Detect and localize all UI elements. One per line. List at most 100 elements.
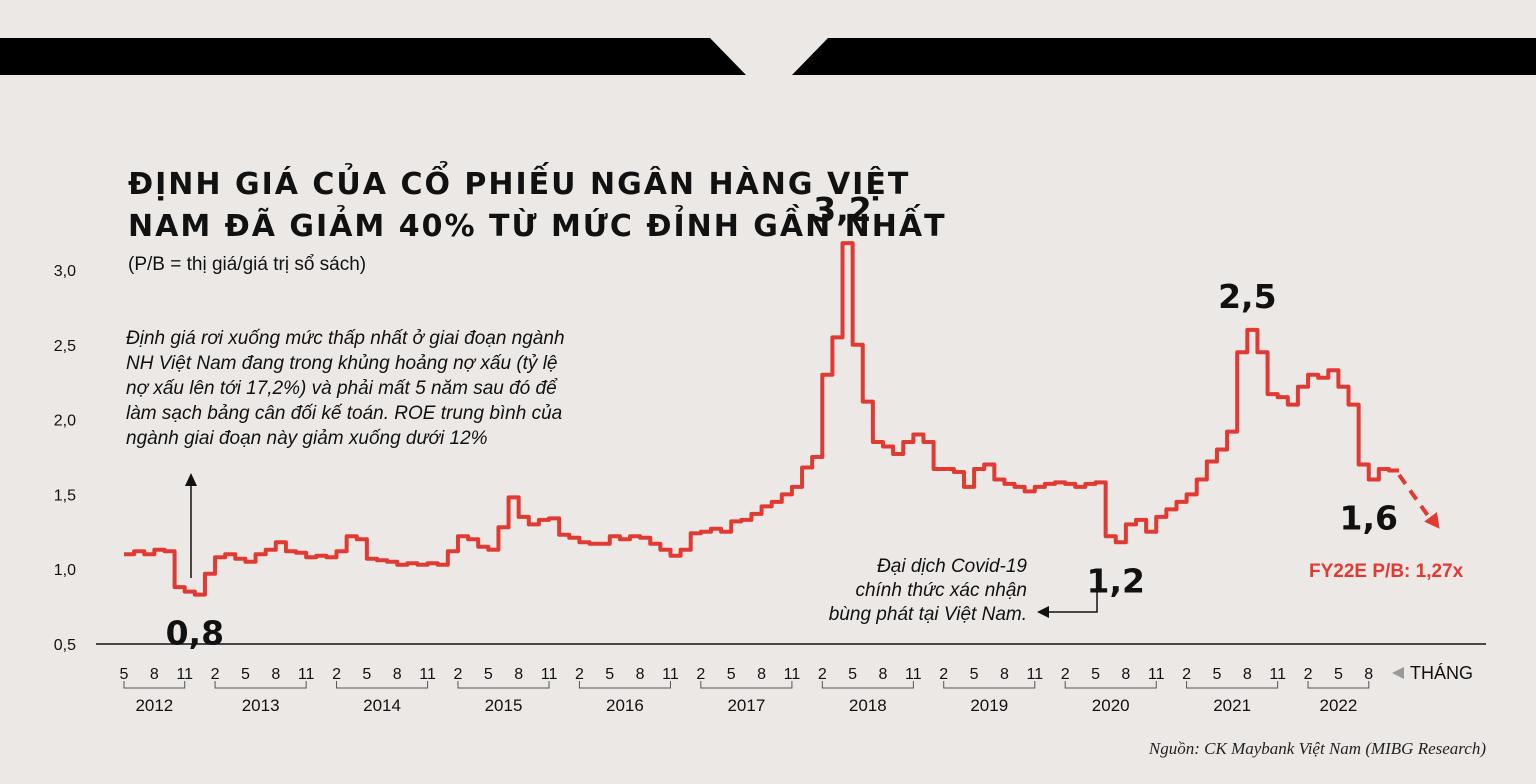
x-tick-label: 5	[1213, 666, 1222, 683]
series-line	[124, 241, 1400, 597]
x-tick-label: 5	[362, 666, 371, 683]
x-tick-label: 5	[1091, 666, 1100, 683]
x-tick-label: 8	[879, 666, 888, 683]
y-tick-label: 0,5	[54, 637, 76, 654]
x-tick-label: 8	[514, 666, 523, 683]
x-tick-label: 2	[818, 666, 827, 683]
year-label: 2020	[1092, 696, 1130, 715]
x-tick-label: 11	[1026, 666, 1043, 683]
annotation-covid: Đại dịch Covid-19 chính thức xác nhận bù…	[829, 556, 1098, 625]
year-bracket	[336, 681, 429, 689]
x-tick-label: 8	[393, 666, 402, 683]
annotation-covid-arrow	[1048, 592, 1098, 613]
chart-title-line-1: ĐỊNH GIÁ CỦA CỔ PHIẾU NGÂN HÀNG VIỆT	[128, 160, 910, 202]
x-axis-years: 2012 2013 2014 2015 2016 2017 2018 2019 2020 2021…	[123, 681, 1370, 715]
x-tick-label: 8	[1000, 666, 1009, 683]
arrow-left-icon	[1037, 606, 1049, 618]
x-tick-label: 8	[271, 666, 280, 683]
x-tick-label: 2	[1182, 666, 1191, 683]
y-tick-label: 3,0	[54, 263, 76, 280]
chart-title-line-2: NAM ĐÃ GIẢM 40% TỪ MỨC ĐỈNH GẦN NHẤT	[128, 203, 947, 244]
x-tick-label: 8	[1364, 666, 1373, 683]
forecast-label: FY22E P/B: 1,27x	[1309, 561, 1464, 582]
forecast-arrow-icon	[1424, 512, 1440, 529]
year-bracket	[457, 681, 550, 689]
y-tick-label: 2,0	[54, 413, 76, 430]
year-label: 2014	[363, 696, 401, 715]
x-tick-label: 11	[905, 666, 922, 683]
year-bracket	[943, 681, 1036, 689]
source-note: Nguồn: CK Maybank Việt Nam (MIBG Researc…	[1148, 739, 1486, 758]
year-label: 2018	[849, 696, 887, 715]
x-axis-month-ticks: 5 8 11 2 5 8 11 2 5 8 11 2 5 8 11 2 5 8 11 2 5 8 11 2 5 8 11 2 5 8 11 2…	[120, 666, 1374, 683]
x-tick-label: 5	[484, 666, 493, 683]
x-tick-label: 8	[150, 666, 159, 683]
value-label: 3,2	[813, 190, 871, 229]
x-tick-label: 2	[939, 666, 948, 683]
forecast-line	[1397, 473, 1434, 522]
x-tick-label: 5	[1334, 666, 1343, 683]
x-tick-label: 2	[575, 666, 584, 683]
value-label: 2,5	[1218, 277, 1276, 316]
x-tick-label: 11	[176, 666, 193, 683]
chart-subtitle: (P/B = thị giá/giá trị sổ sách)	[128, 254, 366, 275]
y-tick-label: 1,5	[54, 487, 76, 504]
x-tick-label: 2	[211, 666, 220, 683]
x-tick-label: 5	[848, 666, 857, 683]
x-tick-label: 5	[120, 666, 129, 683]
annotation-crisis-line-3: nợ xấu lên tới 17,2%) và phải mất 5 năm …	[126, 378, 558, 399]
year-label: 2022	[1319, 696, 1357, 715]
x-tick-label: 5	[605, 666, 614, 683]
x-tick-label: 8	[1121, 666, 1130, 683]
x-tick-label: 2	[454, 666, 463, 683]
year-label: 2017	[727, 696, 765, 715]
annotation-covid-line-3: bùng phát tại Việt Nam.	[829, 604, 1027, 625]
value-label: 1,2	[1087, 561, 1145, 600]
x-tick-label: 2	[1061, 666, 1070, 683]
x-tick-label: 11	[419, 666, 436, 683]
x-tick-label: 11	[1148, 666, 1165, 683]
y-tick-label: 1,0	[54, 562, 76, 579]
year-label: 2015	[485, 696, 523, 715]
year-label: 2016	[606, 696, 644, 715]
annotation-crisis-line-2: NH Việt Nam đang trong khủng hoảng nợ xấ…	[126, 353, 558, 374]
x-tick-label: 2	[696, 666, 705, 683]
thang-arrow-icon	[1392, 667, 1404, 679]
y-tick-label: 2,5	[54, 338, 76, 355]
year-label: 2012	[135, 696, 173, 715]
year-bracket	[1307, 681, 1370, 689]
value-label: 1,6	[1340, 498, 1398, 537]
x-tick-label: 2	[1304, 666, 1313, 683]
banner-right	[792, 38, 1536, 75]
x-tick-label: 8	[757, 666, 766, 683]
x-tick-label: 5	[241, 666, 250, 683]
year-bracket	[821, 681, 914, 689]
x-tick-label: 8	[636, 666, 645, 683]
x-tick-label: 11	[784, 666, 801, 683]
annotation-covid-line-1: Đại dịch Covid-19	[877, 556, 1027, 577]
year-bracket	[578, 681, 671, 689]
x-tick-label: 5	[970, 666, 979, 683]
annotation-covid-line-2: chính thức xác nhận	[855, 580, 1027, 601]
x-tick-label: 11	[1269, 666, 1286, 683]
year-bracket	[1186, 681, 1279, 689]
value-label: 0,8	[166, 614, 224, 653]
year-label: 2019	[970, 696, 1008, 715]
series-group	[124, 241, 1440, 597]
x-tick-label: 2	[332, 666, 341, 683]
x-tick-label: 5	[727, 666, 736, 683]
year-bracket	[214, 681, 307, 689]
y-axis-ticks: 0,5 1,0 1,5 2,0 2,5 3,0	[54, 263, 76, 654]
x-tick-label: 11	[662, 666, 679, 683]
year-label: 2013	[242, 696, 280, 715]
x-tick-label: 8	[1243, 666, 1252, 683]
annotation-crisis: Định giá rơi xuống mức thấp nhất ở giai …	[126, 328, 565, 578]
x-tick-label: 11	[541, 666, 558, 683]
arrow-up-icon	[185, 473, 197, 486]
year-bracket	[1064, 681, 1157, 689]
annotation-crisis-line-5: ngành giai đoạn này giảm xuống dưới 12%	[126, 428, 488, 449]
year-bracket	[700, 681, 793, 689]
year-bracket	[123, 681, 186, 689]
